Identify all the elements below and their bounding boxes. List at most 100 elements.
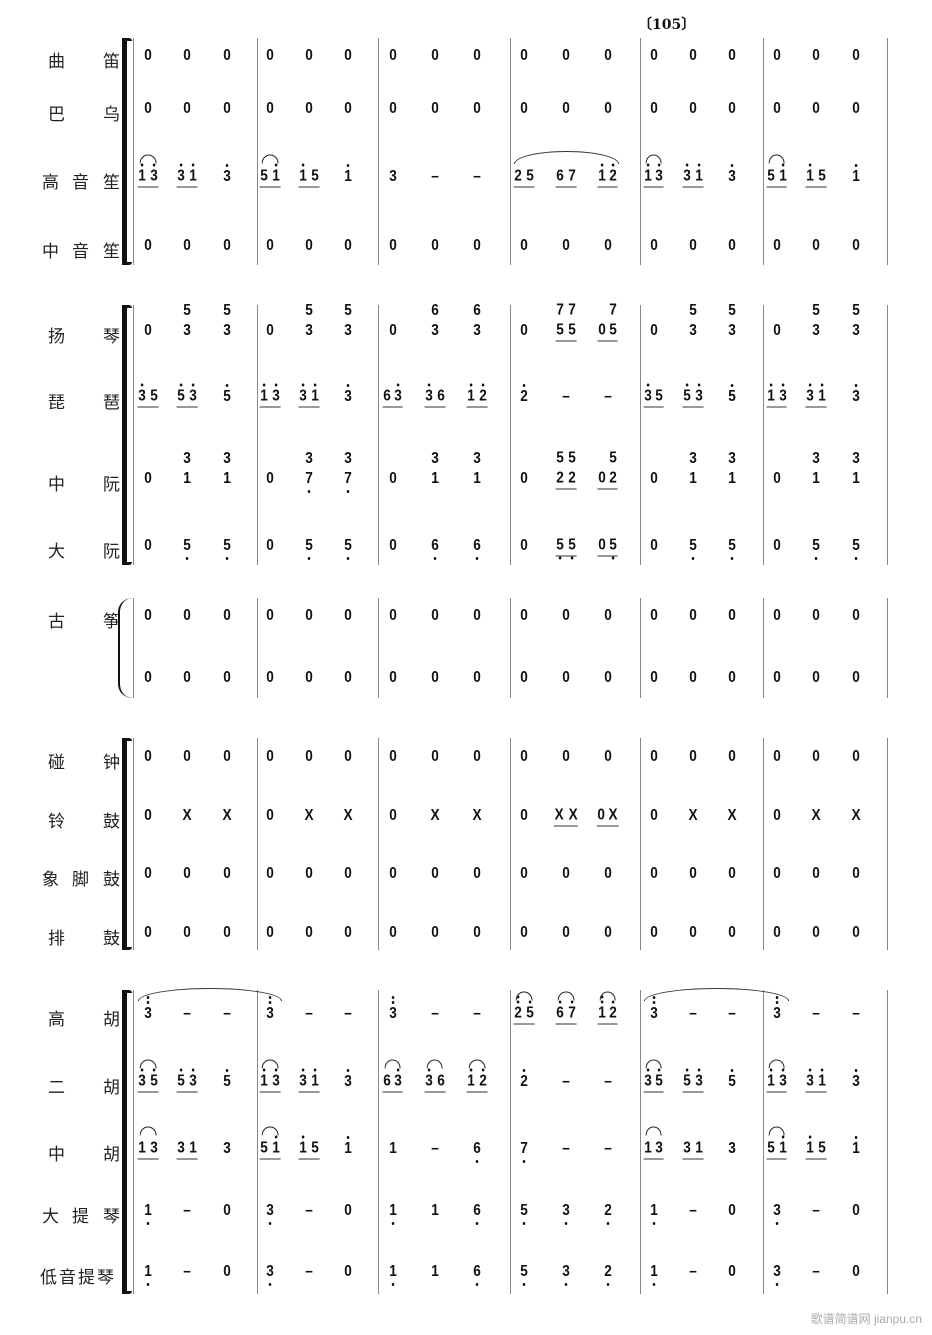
- label-char: 笛: [103, 52, 120, 72]
- beat: 0: [144, 48, 153, 66]
- note: 1: [311, 383, 319, 405]
- barline: [640, 990, 641, 1294]
- note: 0: [852, 100, 860, 117]
- barline: [887, 38, 888, 265]
- beat: 5: [520, 1203, 529, 1225]
- note: 0: [520, 537, 529, 554]
- beat: –: [305, 1203, 314, 1221]
- note: 0: [728, 237, 737, 254]
- label-char: 鼓: [103, 929, 120, 949]
- note: 0: [649, 865, 658, 882]
- group-bracket: [122, 738, 132, 950]
- note: 0: [430, 100, 439, 117]
- low-octave-dot: [475, 557, 479, 560]
- beat: X: [727, 808, 738, 826]
- label-char: 鼓: [103, 812, 120, 832]
- slur-arc: [768, 154, 785, 164]
- high-octave-dot: [528, 1000, 532, 1004]
- beat: 0: [852, 1264, 861, 1282]
- note: 0: [388, 470, 397, 487]
- low-octave-dot: [652, 1222, 655, 1225]
- note: 1: [430, 1202, 439, 1219]
- note: 0: [728, 100, 737, 117]
- beat: 0: [728, 1264, 737, 1282]
- low-octave-dot: [564, 1283, 568, 1286]
- note: 0: [520, 865, 529, 882]
- low-octave-dot: [815, 557, 818, 560]
- note: 0: [728, 1202, 737, 1219]
- beat: –: [473, 1006, 482, 1024]
- instrument-label: 铃鼓铃鼓: [40, 807, 120, 832]
- note: X: [851, 807, 861, 824]
- beat: –: [603, 1074, 612, 1092]
- beat: –: [183, 1203, 192, 1221]
- low-octave-dot: [652, 1283, 655, 1286]
- note: 0: [649, 607, 658, 624]
- note: X: [554, 806, 564, 824]
- note: 0: [430, 669, 439, 686]
- beat: 0: [772, 608, 781, 626]
- beat: 0: [649, 101, 658, 119]
- high-octave-dot: [263, 1068, 266, 1072]
- barline: [257, 990, 258, 1294]
- beat: 0: [343, 670, 352, 688]
- high-octave-dot: [646, 383, 649, 387]
- note: 0: [520, 322, 529, 339]
- beat: 0: [388, 808, 397, 826]
- barline: [378, 738, 379, 950]
- beat: 0: [603, 238, 612, 256]
- note: 7: [568, 167, 576, 185]
- beat: –: [343, 1006, 352, 1024]
- note: 5: [178, 383, 185, 405]
- note: 5: [766, 1139, 775, 1157]
- low-octave-dot: [558, 556, 562, 560]
- note: 3: [344, 384, 352, 405]
- high-octave-dot: [612, 1000, 615, 1004]
- instrument-label: 古筝古筝: [40, 607, 120, 632]
- note: 0: [183, 607, 192, 624]
- high-octave-dot: [180, 383, 183, 387]
- instrument-label: 巴乌巴乌: [40, 100, 120, 125]
- rehearsal-mark: 〔105〕: [638, 17, 696, 33]
- beat: 0: [649, 238, 658, 256]
- note: 0: [144, 748, 153, 765]
- barline: [763, 990, 764, 1294]
- note: 1: [467, 383, 475, 405]
- note: 1: [299, 163, 307, 185]
- beat: 0: [812, 101, 821, 119]
- note: 6: [556, 1000, 564, 1022]
- beat: X: [342, 808, 353, 826]
- beat: 5: [183, 538, 192, 560]
- note: 0: [772, 322, 781, 339]
- low-octave-dot: [147, 1283, 150, 1286]
- note: 0: [689, 924, 697, 941]
- high-octave-dot: [192, 163, 195, 167]
- note: 0: [183, 47, 192, 64]
- beat: 0: [728, 866, 737, 884]
- instrument-label: 琵琶琵琶: [40, 388, 120, 413]
- beat: 0: [603, 48, 612, 66]
- beat: 5: [343, 538, 352, 560]
- note: 0: [689, 47, 697, 64]
- note: 1: [261, 383, 268, 405]
- beat: 0: [772, 471, 781, 489]
- high-octave-dot: [730, 164, 734, 167]
- chord-upper-note: 3: [343, 450, 352, 467]
- high-octave-dot: [469, 1068, 473, 1072]
- beat: 0: [520, 925, 529, 943]
- beat: 0: [520, 101, 529, 119]
- chord-upper-note: 5: [568, 449, 576, 467]
- note: 1: [695, 1139, 703, 1157]
- note: 1: [467, 1068, 475, 1090]
